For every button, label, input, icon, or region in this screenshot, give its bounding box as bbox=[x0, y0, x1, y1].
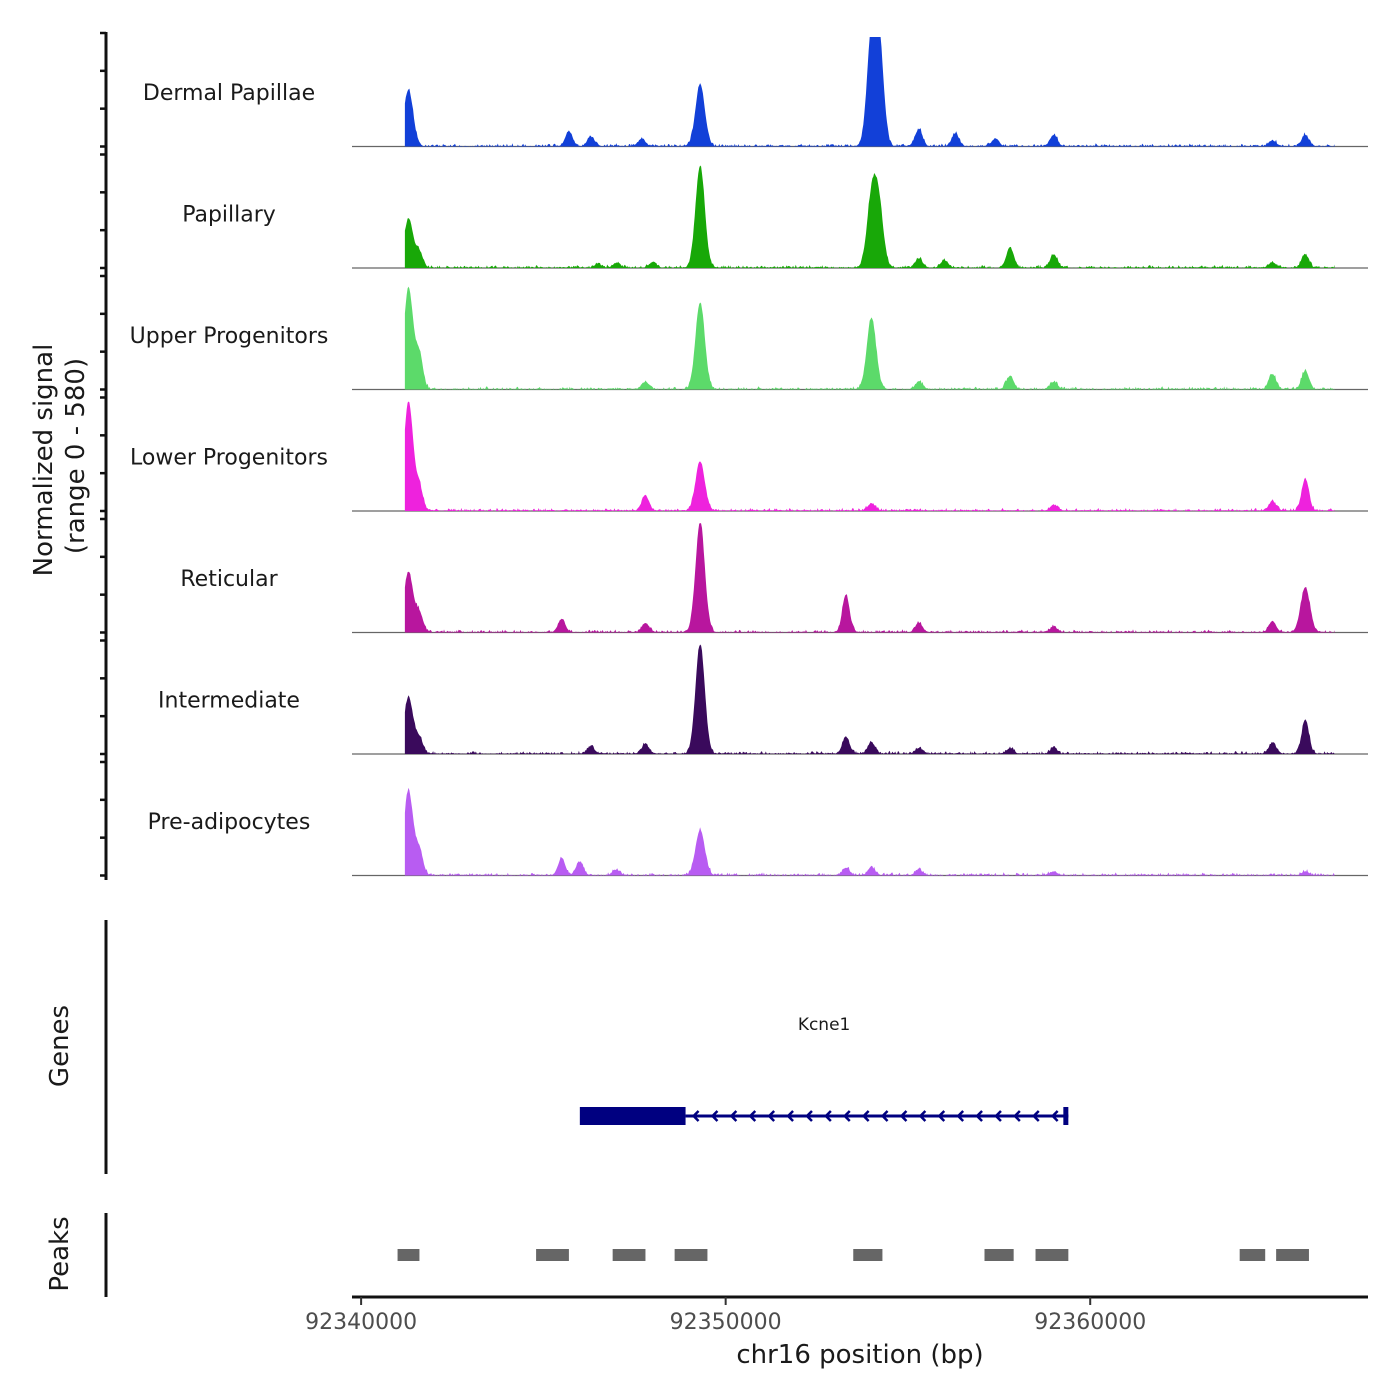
track-label: Intermediate bbox=[158, 689, 300, 714]
strand-arrow-icon bbox=[918, 1110, 927, 1122]
signal-area bbox=[404, 644, 1335, 754]
signal-area bbox=[404, 523, 1335, 633]
peak-region bbox=[984, 1249, 1014, 1261]
strand-arrow-icon bbox=[710, 1110, 719, 1122]
strand-arrow-icon bbox=[729, 1110, 738, 1122]
signal-area bbox=[404, 37, 1335, 147]
track-label: Pre-adipocytes bbox=[148, 810, 311, 835]
track-label: Dermal Papillae bbox=[143, 81, 315, 106]
strand-arrow-icon bbox=[767, 1110, 776, 1122]
x-tick-label: 92360000 bbox=[1034, 1310, 1146, 1335]
track-papillary: Papillary bbox=[182, 165, 1368, 269]
strand-arrow-icon bbox=[880, 1110, 889, 1122]
track-reticular: Reticular bbox=[180, 523, 1368, 634]
signal-area bbox=[404, 165, 1335, 268]
strand-arrow-icon bbox=[937, 1110, 946, 1122]
strand-arrow-icon bbox=[805, 1110, 813, 1122]
signal-y-axis bbox=[100, 31, 108, 880]
strand-arrow-icon bbox=[1050, 1110, 1059, 1122]
gene-exon bbox=[1063, 1107, 1069, 1125]
track-pre-adipocytes: Pre-adipocytes bbox=[148, 787, 1368, 877]
strand-arrow-icon bbox=[861, 1110, 870, 1122]
peak-region bbox=[612, 1249, 646, 1261]
peaks-track bbox=[104, 1213, 1309, 1297]
peak-region bbox=[674, 1249, 708, 1261]
strand-arrow-icon bbox=[786, 1110, 794, 1122]
y-axis-label-line2: (range 0 - 580) bbox=[61, 358, 91, 554]
genes-axis-label: Genes bbox=[45, 1005, 75, 1087]
track-label: Papillary bbox=[182, 203, 276, 228]
track-upper-progenitors: Upper Progenitors bbox=[130, 286, 1368, 391]
peak-region bbox=[397, 1249, 420, 1261]
y-axis-label-line1: Normalized signal bbox=[29, 344, 59, 577]
peak-region bbox=[853, 1249, 883, 1261]
strand-arrow-icon bbox=[994, 1110, 1002, 1122]
track-dermal-papillae: Dermal Papillae bbox=[143, 37, 1368, 148]
peak-region bbox=[536, 1249, 569, 1261]
signal-area bbox=[404, 401, 1335, 511]
gene-track: Kcne1 bbox=[104, 920, 1069, 1174]
peak-region bbox=[1239, 1249, 1266, 1261]
strand-arrow-icon bbox=[842, 1110, 851, 1122]
x-tick-label: 92340000 bbox=[305, 1310, 417, 1335]
x-axis: 92340000 92350000 92360000 bbox=[305, 1295, 1368, 1335]
gene-kcne1: Kcne1 bbox=[579, 1015, 1069, 1125]
strand-arrow-icon bbox=[1031, 1110, 1040, 1122]
strand-arrow-icon bbox=[1013, 1110, 1021, 1122]
coverage-tracks: Dermal Papillae Papillary Upper Progenitor… bbox=[130, 37, 1368, 877]
x-axis-label: chr16 position (bp) bbox=[736, 1340, 983, 1370]
strand-arrow-icon bbox=[899, 1110, 908, 1122]
strand-arrow-icon bbox=[975, 1110, 983, 1122]
track-intermediate: Intermediate bbox=[158, 644, 1368, 755]
x-tick-label: 92350000 bbox=[670, 1310, 782, 1335]
strand-arrow-icon bbox=[691, 1110, 700, 1122]
peak-region bbox=[1035, 1249, 1069, 1261]
peak-region bbox=[1276, 1249, 1309, 1261]
signal-area bbox=[404, 286, 1335, 390]
signal-area bbox=[404, 787, 1335, 876]
track-label: Lower Progenitors bbox=[130, 446, 328, 471]
strand-arrow-icon bbox=[956, 1110, 965, 1122]
peaks-axis-label: Peaks bbox=[45, 1216, 75, 1291]
track-lower-progenitors: Lower Progenitors bbox=[130, 401, 1368, 512]
track-label: Upper Progenitors bbox=[130, 324, 329, 349]
strand-arrow-icon bbox=[748, 1110, 757, 1122]
strand-arrow-icon bbox=[824, 1110, 832, 1122]
gene-exon bbox=[579, 1107, 686, 1125]
track-label: Reticular bbox=[180, 567, 278, 592]
gene-label: Kcne1 bbox=[798, 1015, 851, 1035]
